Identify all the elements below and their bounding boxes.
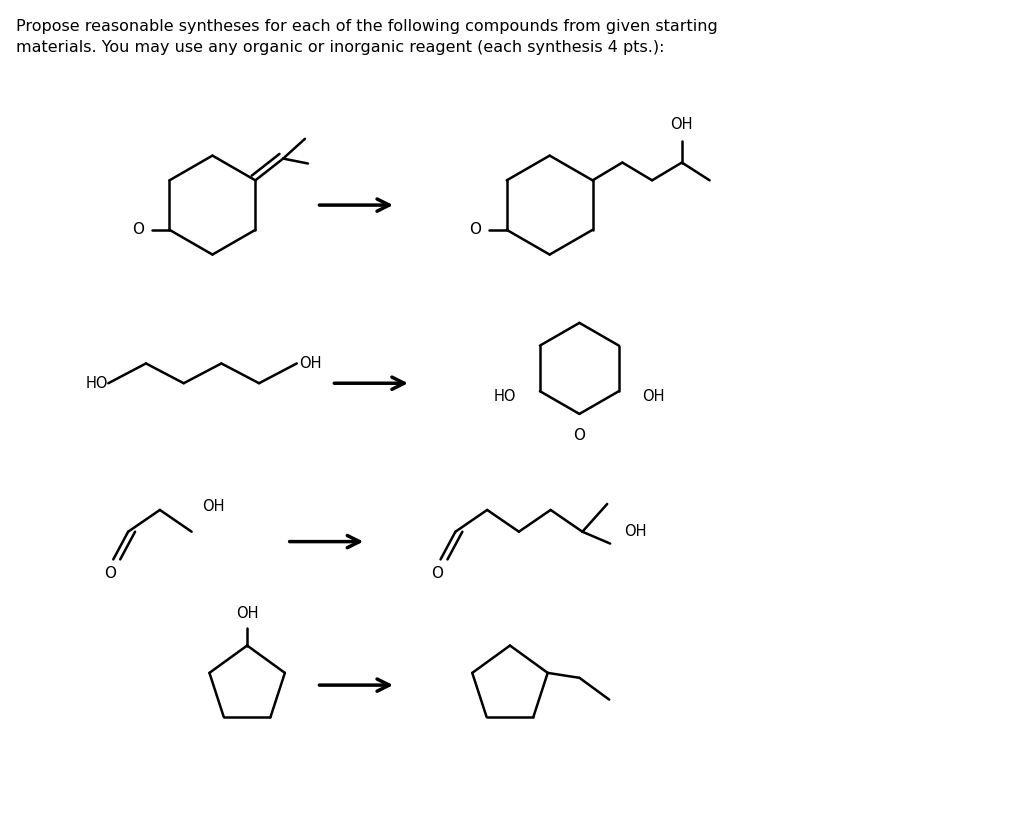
Text: OH: OH bbox=[202, 499, 225, 515]
Text: O: O bbox=[468, 222, 481, 237]
Text: O: O bbox=[573, 428, 585, 443]
Text: OH: OH bbox=[299, 356, 321, 371]
Text: O: O bbox=[104, 566, 117, 580]
Text: OH: OH bbox=[670, 117, 694, 133]
Text: OH: OH bbox=[643, 389, 665, 403]
Text: O: O bbox=[432, 566, 443, 580]
Text: HO: HO bbox=[494, 389, 516, 403]
Text: HO: HO bbox=[86, 376, 108, 391]
Text: O: O bbox=[132, 222, 144, 237]
Text: OH: OH bbox=[624, 524, 647, 539]
Text: OH: OH bbox=[236, 606, 259, 621]
Text: Propose reasonable syntheses for each of the following compounds from given star: Propose reasonable syntheses for each of… bbox=[16, 19, 718, 55]
